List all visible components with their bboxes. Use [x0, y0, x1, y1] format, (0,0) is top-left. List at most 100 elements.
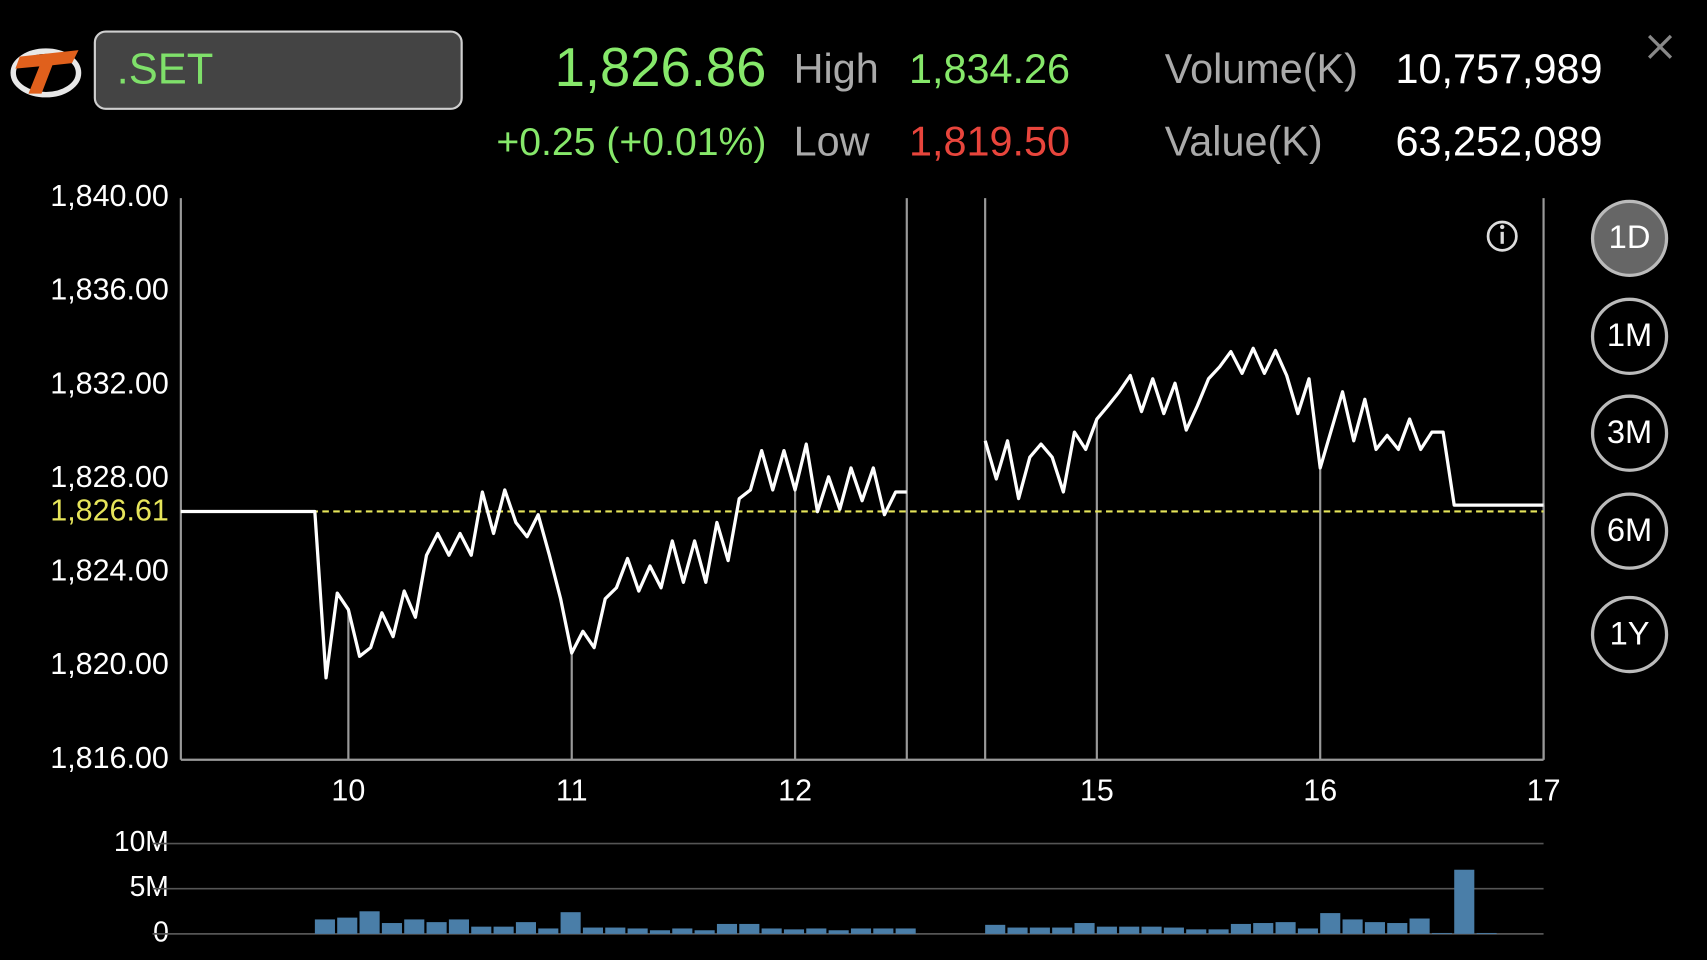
x-tick-label: 10 — [331, 773, 365, 807]
volume-bar — [1253, 923, 1274, 934]
volume-bar — [828, 930, 849, 934]
volume-bar — [1320, 913, 1341, 934]
period-label: 1M — [1607, 316, 1652, 353]
volume-bar — [605, 927, 626, 934]
volume-bar — [1275, 922, 1296, 934]
volume-bar — [672, 928, 693, 934]
x-tick-label: 11 — [556, 773, 588, 807]
y-tick-label: 1,824.00 — [50, 554, 169, 588]
period-button[interactable]: 1Y — [1590, 595, 1669, 674]
y-tick-label: 10M — [114, 825, 169, 857]
period-label: 1D — [1609, 218, 1651, 255]
x-tick-label: 15 — [1080, 773, 1114, 807]
period-label: 6M — [1607, 511, 1652, 548]
volume-bar — [850, 928, 872, 934]
volume-bar — [649, 930, 671, 934]
volume-bar — [359, 911, 380, 934]
volume-bar — [1409, 918, 1430, 934]
volume-bar — [1230, 923, 1251, 934]
volume-bar — [560, 912, 581, 934]
volume-bar — [761, 928, 782, 934]
period-circle — [1590, 394, 1669, 472]
volume-bar — [1186, 929, 1207, 934]
volume-bar — [1096, 926, 1117, 934]
period-button[interactable]: 3M — [1590, 394, 1669, 472]
volume-bar — [1052, 927, 1073, 934]
volume-value: 10,757,989 — [1396, 46, 1603, 92]
y-tick-label: 5M — [130, 870, 169, 902]
volume-bar — [1387, 923, 1408, 934]
period-circle — [1590, 199, 1669, 278]
y-tick-label: 1,828.00 — [50, 460, 169, 494]
low-label: Low — [794, 119, 870, 165]
volume-bar — [716, 923, 738, 934]
price-line — [180, 346, 1544, 680]
volume-bar — [1007, 927, 1028, 934]
volume-bar — [381, 923, 402, 934]
volume-bar — [582, 927, 604, 934]
volume-bar — [806, 928, 827, 934]
period-label: 3M — [1607, 413, 1652, 450]
volume-bar — [1119, 926, 1140, 934]
info-button[interactable] — [1486, 220, 1518, 252]
value-label: Value(K) — [1165, 119, 1323, 165]
period-label: 1Y — [1610, 614, 1650, 651]
y-tick-label: 1,836.00 — [50, 273, 169, 307]
x-tick-label: 16 — [1303, 773, 1337, 807]
y-tick-label: 1,820.00 — [50, 647, 169, 681]
period-button[interactable]: 6M — [1590, 492, 1669, 570]
logo — [10, 48, 82, 98]
volume-label: Volume(K) — [1165, 46, 1358, 92]
volume-bar — [314, 919, 335, 934]
volume-bar — [538, 928, 559, 934]
volume-bar — [1431, 932, 1452, 934]
volume-bar — [1297, 928, 1318, 934]
high-label: High — [794, 46, 879, 92]
x-tick-label: 12 — [778, 773, 812, 807]
volume-bar — [1342, 919, 1363, 934]
change: +0.25 (+0.01%) — [496, 121, 766, 164]
volume-bar — [1163, 927, 1184, 934]
high-value: 1,834.26 — [909, 46, 1070, 92]
last-price: 1,826.86 — [555, 37, 767, 98]
symbol-box[interactable] — [93, 30, 463, 110]
volume-bar — [783, 929, 805, 934]
volume-bar — [471, 926, 492, 934]
reference-label: 1,826.61 — [50, 494, 169, 528]
volume-bar — [1364, 922, 1385, 934]
volume-bar — [694, 930, 715, 934]
volume-bar — [404, 919, 425, 934]
volume-bar — [1141, 926, 1162, 934]
y-tick-label: 0 — [153, 915, 169, 947]
volume-bar — [1074, 923, 1095, 934]
period-circle — [1590, 595, 1669, 674]
volume-bar — [985, 924, 1006, 934]
period-circle — [1590, 297, 1669, 375]
period-button[interactable]: 1M — [1590, 297, 1669, 375]
period-button[interactable]: 1D — [1590, 199, 1669, 278]
x-tick-label: 17 — [1527, 773, 1561, 807]
volume-bar — [627, 928, 648, 934]
volume-bar — [1029, 927, 1050, 934]
volume-bar — [515, 922, 536, 934]
volume-bar — [895, 928, 916, 934]
volume-bar — [873, 928, 894, 934]
value-value: 63,252,089 — [1396, 119, 1603, 165]
volume-bar — [493, 926, 514, 934]
symbol: .SET — [117, 45, 214, 93]
volume-bar — [1476, 932, 1497, 934]
low-value: 1,819.50 — [909, 119, 1070, 165]
volume-bar — [337, 917, 358, 934]
volume-bar — [1454, 869, 1475, 934]
volume-bar — [1208, 929, 1229, 934]
close-button[interactable] — [1647, 34, 1673, 59]
volume-bar — [426, 922, 447, 934]
volume-bar — [739, 923, 760, 934]
period-circle — [1590, 492, 1669, 570]
volume-bar — [448, 919, 469, 934]
y-tick-label: 1,840.00 — [50, 179, 169, 213]
y-tick-label: 1,816.00 — [50, 741, 169, 775]
y-tick-label: 1,832.00 — [50, 366, 169, 400]
